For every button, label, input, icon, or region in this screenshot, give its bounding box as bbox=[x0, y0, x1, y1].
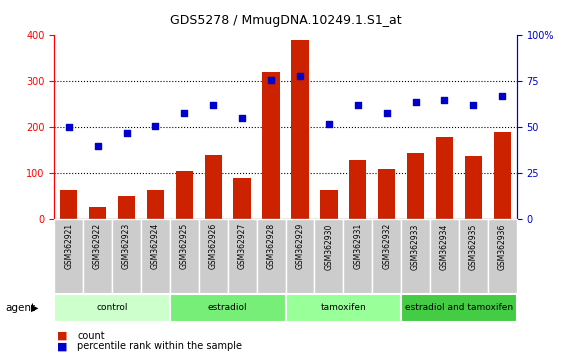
Point bbox=[64, 125, 73, 130]
Text: GSM362936: GSM362936 bbox=[498, 223, 507, 270]
FancyBboxPatch shape bbox=[286, 294, 401, 322]
Point bbox=[498, 93, 507, 99]
FancyBboxPatch shape bbox=[488, 219, 517, 294]
Text: GSM362930: GSM362930 bbox=[324, 223, 333, 270]
FancyBboxPatch shape bbox=[228, 219, 256, 294]
Point bbox=[208, 103, 218, 108]
Bar bbox=[291, 40, 309, 219]
Point bbox=[238, 115, 247, 121]
Text: GSM362927: GSM362927 bbox=[238, 223, 247, 269]
Point bbox=[411, 99, 420, 104]
Bar bbox=[234, 178, 251, 219]
FancyBboxPatch shape bbox=[401, 294, 517, 322]
FancyBboxPatch shape bbox=[112, 219, 141, 294]
FancyBboxPatch shape bbox=[199, 219, 228, 294]
Bar bbox=[89, 207, 106, 219]
Bar bbox=[378, 169, 395, 219]
FancyBboxPatch shape bbox=[401, 219, 430, 294]
Bar bbox=[147, 189, 164, 219]
Bar bbox=[407, 153, 424, 219]
Text: GSM362926: GSM362926 bbox=[209, 223, 218, 269]
Text: GSM362929: GSM362929 bbox=[295, 223, 304, 269]
Text: GSM362924: GSM362924 bbox=[151, 223, 160, 269]
Text: GSM362934: GSM362934 bbox=[440, 223, 449, 270]
Point bbox=[469, 103, 478, 108]
Bar bbox=[263, 72, 280, 219]
FancyBboxPatch shape bbox=[54, 294, 170, 322]
Bar bbox=[204, 155, 222, 219]
Text: GSM362931: GSM362931 bbox=[353, 223, 362, 269]
FancyBboxPatch shape bbox=[170, 294, 286, 322]
FancyBboxPatch shape bbox=[372, 219, 401, 294]
Point bbox=[93, 143, 102, 149]
Bar bbox=[436, 137, 453, 219]
Point bbox=[353, 103, 363, 108]
Text: GSM362921: GSM362921 bbox=[64, 223, 73, 269]
Bar bbox=[320, 189, 337, 219]
Point bbox=[151, 123, 160, 129]
FancyBboxPatch shape bbox=[343, 219, 372, 294]
Text: GSM362933: GSM362933 bbox=[411, 223, 420, 270]
Bar bbox=[465, 156, 482, 219]
Text: tamoxifen: tamoxifen bbox=[320, 303, 366, 313]
Text: GSM362928: GSM362928 bbox=[267, 223, 276, 269]
Text: GSM362922: GSM362922 bbox=[93, 223, 102, 269]
Text: ■: ■ bbox=[57, 341, 67, 351]
Text: count: count bbox=[77, 331, 104, 341]
Text: GSM362925: GSM362925 bbox=[180, 223, 189, 269]
Text: GSM362923: GSM362923 bbox=[122, 223, 131, 269]
FancyBboxPatch shape bbox=[459, 219, 488, 294]
Bar bbox=[176, 171, 193, 219]
Text: GDS5278 / MmugDNA.10249.1.S1_at: GDS5278 / MmugDNA.10249.1.S1_at bbox=[170, 14, 401, 27]
FancyBboxPatch shape bbox=[286, 219, 315, 294]
Text: ■: ■ bbox=[57, 331, 67, 341]
Text: control: control bbox=[96, 303, 128, 313]
Point bbox=[382, 110, 391, 115]
FancyBboxPatch shape bbox=[54, 219, 83, 294]
Point bbox=[440, 97, 449, 103]
FancyBboxPatch shape bbox=[83, 219, 112, 294]
Point bbox=[324, 121, 333, 127]
Bar bbox=[493, 132, 511, 219]
Point bbox=[295, 73, 304, 79]
Text: GSM362935: GSM362935 bbox=[469, 223, 478, 270]
Bar bbox=[60, 189, 77, 219]
Text: agent: agent bbox=[6, 303, 36, 313]
FancyBboxPatch shape bbox=[170, 219, 199, 294]
Text: GSM362932: GSM362932 bbox=[382, 223, 391, 269]
FancyBboxPatch shape bbox=[430, 219, 459, 294]
FancyBboxPatch shape bbox=[141, 219, 170, 294]
Bar bbox=[349, 160, 367, 219]
Text: estradiol and tamoxifen: estradiol and tamoxifen bbox=[405, 303, 513, 313]
FancyBboxPatch shape bbox=[315, 219, 343, 294]
Text: estradiol: estradiol bbox=[208, 303, 247, 313]
Point bbox=[267, 77, 276, 82]
Point bbox=[180, 110, 189, 115]
Text: ▶: ▶ bbox=[31, 303, 39, 313]
Text: percentile rank within the sample: percentile rank within the sample bbox=[77, 341, 242, 351]
Bar bbox=[118, 195, 135, 219]
FancyBboxPatch shape bbox=[256, 219, 286, 294]
Point bbox=[122, 130, 131, 136]
